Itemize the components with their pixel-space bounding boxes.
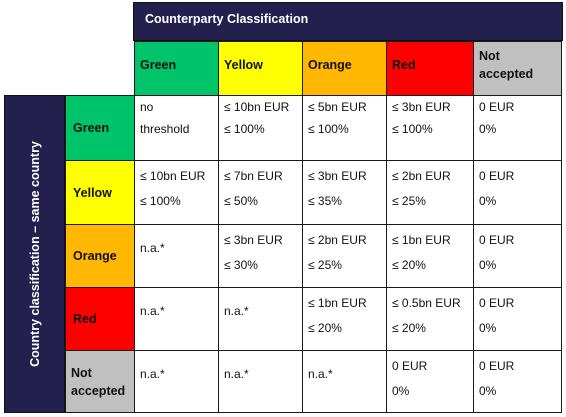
column-header-row: Green Yellow Orange Red Not accepted	[66, 41, 562, 96]
table-cell: n.a.*	[218, 350, 303, 413]
table-cell: ≤ 3bn EUR ≤ 100%	[386, 95, 474, 161]
row-header-orange: Orange	[65, 224, 135, 288]
classification-matrix: Green Yellow Orange Red Not accepted Gree…	[65, 41, 562, 413]
table-cell: ≤ 3bn EUR ≤ 35%	[302, 160, 387, 225]
table-cell: ≤ 3bn EUR ≤ 30%	[218, 224, 303, 288]
table-cell: ≤ 1bn EUR ≤ 20%	[302, 287, 387, 351]
table-cell: ≤ 2bn EUR ≤ 25%	[386, 160, 474, 225]
counterparty-classification-title: Counterparty Classification	[145, 12, 309, 26]
table-row-yellow: Yellow ≤ 10bn EUR ≤ 100% ≤ 7bn EUR ≤ 50% ≤…	[65, 160, 562, 225]
table-cell: n.a.*	[218, 287, 303, 351]
column-header-not-accepted: Not accepted	[473, 41, 562, 96]
row-header-not-accepted: Not accepted	[65, 350, 135, 413]
table-cell: 0 EUR 0%	[473, 287, 562, 351]
table-cell: ≤ 1bn EUR ≤ 20%	[386, 224, 474, 288]
table-cell: ≤ 5bn EUR ≤ 100%	[302, 95, 387, 161]
table-row-red: Red n.a.* n.a.* ≤ 1bn EUR ≤ 20% ≤ 0.5bn E…	[65, 287, 562, 351]
table-cell: no threshold	[134, 95, 219, 161]
table-cell: ≤ 10bn EUR ≤ 100%	[218, 95, 303, 161]
column-header-orange: Orange	[302, 41, 387, 96]
table-cell: ≤ 10bn EUR ≤ 100%	[134, 160, 219, 225]
column-header-red: Red	[386, 41, 474, 96]
table-cell: n.a.*	[302, 350, 387, 413]
table-cell: ≤ 7bn EUR ≤ 50%	[218, 160, 303, 225]
country-classification-header: Country classification – same country	[4, 95, 65, 413]
table-row-green: Green no threshold ≤ 10bn EUR ≤ 100% ≤ 5bn…	[65, 95, 562, 161]
table-cell: ≤ 0.5bn EUR ≤ 20%	[386, 287, 474, 351]
table-cell: 0 EUR 0%	[473, 350, 562, 413]
row-header-red: Red	[65, 287, 135, 351]
counterparty-classification-header: Counterparty Classification	[133, 2, 563, 41]
table-row-orange: Orange n.a.* ≤ 3bn EUR ≤ 30% ≤ 2bn EUR ≤ 2…	[65, 224, 562, 288]
column-header-green: Green	[134, 41, 219, 96]
table-cell: 0 EUR 0%	[473, 224, 562, 288]
table-cell: n.a.*	[134, 350, 219, 413]
row-header-yellow: Yellow	[65, 160, 135, 225]
table-cell: n.a.*	[134, 224, 219, 288]
row-header-green: Green	[65, 95, 135, 161]
table-cell: 0 EUR 0%	[473, 95, 562, 161]
table-cell: ≤ 2bn EUR ≤ 25%	[302, 224, 387, 288]
table-cell: 0 EUR 0%	[473, 160, 562, 225]
country-classification-title: Country classification – same country	[27, 141, 42, 367]
corner-cell	[66, 42, 135, 96]
table-cell: n.a.*	[134, 287, 219, 351]
column-header-yellow: Yellow	[218, 41, 303, 96]
table-cell: 0 EUR 0%	[386, 350, 474, 413]
table-row-not-accepted: Not accepted n.a.* n.a.* n.a.* 0 EUR 0% 0 …	[65, 350, 562, 413]
